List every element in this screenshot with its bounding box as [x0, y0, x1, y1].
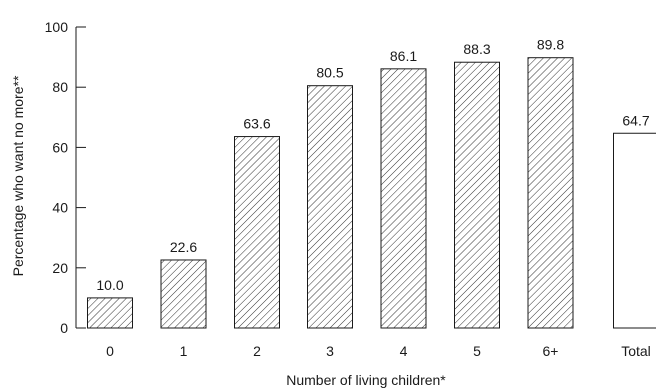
- x-tick-label: Total: [621, 343, 651, 359]
- y-tick-label-20: 20: [52, 260, 68, 276]
- x-tick-label: 0: [106, 343, 114, 359]
- y-tick-label-40: 40: [52, 200, 68, 216]
- y-tick-label-60: 60: [52, 139, 68, 155]
- bar-value-label: 86.1: [390, 48, 417, 64]
- bar-2: [234, 136, 280, 329]
- bars: [87, 57, 656, 329]
- bar-4: [380, 68, 427, 329]
- bar-value-label: 80.5: [316, 65, 343, 81]
- bar-5: [454, 61, 500, 329]
- bar-value-label: 88.3: [463, 41, 490, 57]
- bar-value-label: 64.7: [622, 112, 649, 128]
- x-tick-label: 2: [253, 343, 261, 359]
- bar-total: [613, 132, 656, 329]
- bar-value-label: 10.0: [96, 277, 123, 293]
- x-axis-title: Number of living children*: [286, 372, 446, 388]
- y-axis: 0 20 40 60 80 100: [45, 19, 86, 336]
- bar-6plus: [527, 57, 574, 329]
- value-labels: 10.0 22.6 63.6 80.5 86.1 88.3 89.8 64.7: [96, 37, 649, 293]
- x-tick-label: 6+: [543, 343, 559, 359]
- y-tick-label-0: 0: [60, 320, 68, 336]
- x-tick-label: 4: [400, 343, 408, 359]
- bar-value-label: 22.6: [170, 239, 197, 255]
- bar-1: [160, 259, 207, 329]
- y-tick-label-80: 80: [52, 79, 68, 95]
- category-labels: 0 1 2 3 4 5 6+ Total: [106, 343, 651, 359]
- x-tick-label: 1: [180, 343, 188, 359]
- x-tick-label: 3: [326, 343, 334, 359]
- y-tick-label-100: 100: [45, 19, 69, 35]
- bar-0: [87, 297, 133, 329]
- bar-value-label: 89.8: [537, 37, 564, 53]
- bar-value-label: 63.6: [243, 116, 270, 132]
- bar-3: [307, 85, 353, 329]
- x-tick-label: 5: [473, 343, 481, 359]
- y-axis-title: Percentage who want no more**: [10, 75, 26, 276]
